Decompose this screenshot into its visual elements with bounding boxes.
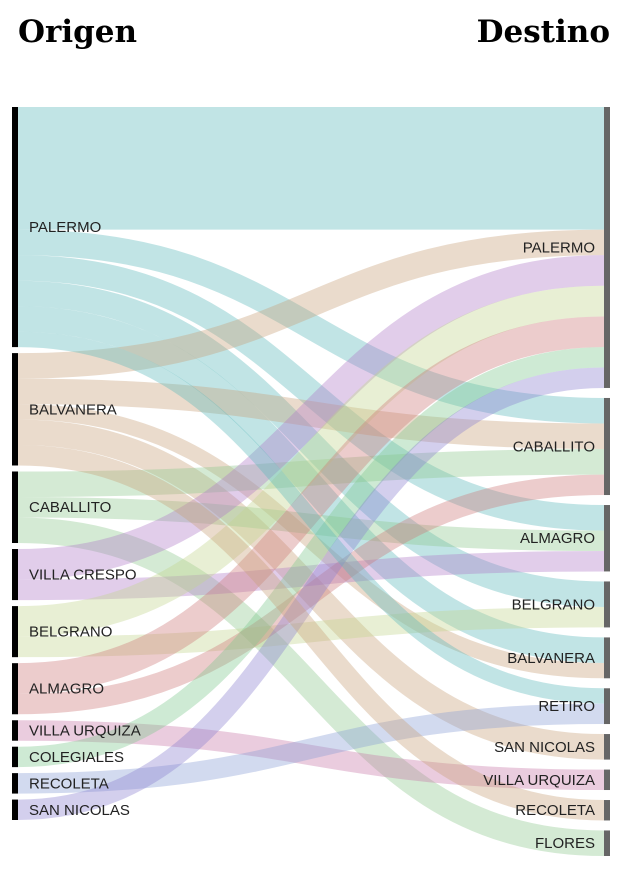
source-node-villa-crespo	[12, 549, 18, 601]
flow-link-almagro-to-palermo	[17, 316, 605, 694]
target-node-san-nicolas	[604, 734, 610, 760]
target-node-flores	[604, 830, 610, 856]
flow-link-almagro-to-caballito	[17, 474, 605, 715]
target-label: FLORES	[535, 835, 595, 852]
target-node-balvanera	[604, 637, 610, 679]
target-label: RECOLETA	[515, 802, 595, 819]
origin-header: Origen	[18, 14, 138, 50]
target-node-palermo	[604, 107, 610, 388]
target-label: RETIRO	[538, 698, 595, 715]
target-label: VILLA URQUIZA	[483, 772, 595, 789]
target-label: ALMAGRO	[520, 530, 595, 547]
flow-link-villa-urquiza-to-villa-urquiza	[17, 720, 605, 791]
target-label: BELGRANO	[512, 596, 595, 613]
target-label: SAN NICOLAS	[494, 739, 595, 756]
source-label: COLEGIALES	[29, 749, 124, 766]
flow-links	[17, 106, 605, 857]
target-label: PALERMO	[523, 239, 595, 256]
source-label: CABALLITO	[29, 499, 111, 516]
source-label: RECOLETA	[29, 775, 109, 792]
source-node-villa-urquiza	[12, 720, 18, 741]
source-label: BELGRANO	[29, 624, 112, 641]
target-node-almagro	[604, 505, 610, 572]
flow-link-balvanera-to-palermo	[17, 229, 605, 379]
target-label: CABALLITO	[513, 439, 595, 456]
source-label: PALERMO	[29, 219, 101, 236]
flow-link-balvanera-to-recoleta	[17, 445, 605, 821]
flow-link-caballito-to-flores	[17, 517, 605, 857]
flow-link-palermo-to-balvanera	[17, 306, 605, 663]
flow-link-villa-crespo-to-almagro	[17, 551, 605, 601]
flow-link-belgrano-to-belgrano	[17, 606, 605, 658]
node-bars	[12, 107, 610, 856]
target-node-villa-urquiza	[604, 769, 610, 791]
source-node-san-nicolas	[12, 799, 18, 820]
target-label: BALVANERA	[507, 650, 595, 667]
target-node-recoleta	[604, 800, 610, 821]
source-node-palermo	[12, 107, 18, 348]
flow-link-palermo-to-caballito	[17, 229, 605, 424]
flow-link-san-nicolas-to-palermo	[17, 367, 605, 821]
flow-link-colegiales-to-palermo	[17, 347, 605, 768]
source-node-belgrano	[12, 606, 18, 658]
node-labels: PALERMO BALVANERA CABALLITO VILLA CRESPO BEL…	[29, 219, 595, 852]
flow-link-palermo-to-almagro	[17, 255, 605, 531]
flow-link-caballito-to-almagro	[17, 497, 605, 552]
source-node-colegiales	[12, 746, 18, 768]
flow-link-villa-crespo-to-palermo	[17, 255, 605, 580]
flow-link-belgrano-to-palermo	[17, 285, 605, 637]
flow-link-balvanera-to-caballito	[17, 378, 605, 450]
flow-link-balvanera-to-san-nicolas	[17, 419, 605, 760]
source-node-recoleta	[12, 773, 18, 794]
destination-header: Destino	[476, 14, 610, 50]
flow-link-caballito-to-caballito	[17, 449, 605, 498]
flow-link-palermo-to-belgrano	[17, 280, 605, 607]
flow-link-recoleta-to-retiro	[17, 703, 605, 794]
target-node-belgrano	[604, 581, 610, 628]
source-node-balvanera	[12, 353, 18, 466]
flow-link-palermo-to-retiro	[17, 331, 605, 704]
target-node-retiro	[604, 688, 610, 725]
source-label: VILLA CRESPO	[29, 567, 137, 584]
source-label: VILLA URQUIZA	[29, 722, 141, 739]
source-label: SAN NICOLAS	[29, 802, 130, 819]
source-label: ALMAGRO	[29, 681, 104, 698]
source-node-caballito	[12, 471, 18, 544]
source-node-almagro	[12, 663, 18, 715]
flow-link-balvanera-to-balvanera	[17, 404, 605, 679]
source-label: BALVANERA	[29, 401, 117, 418]
target-node-caballito	[604, 397, 610, 496]
